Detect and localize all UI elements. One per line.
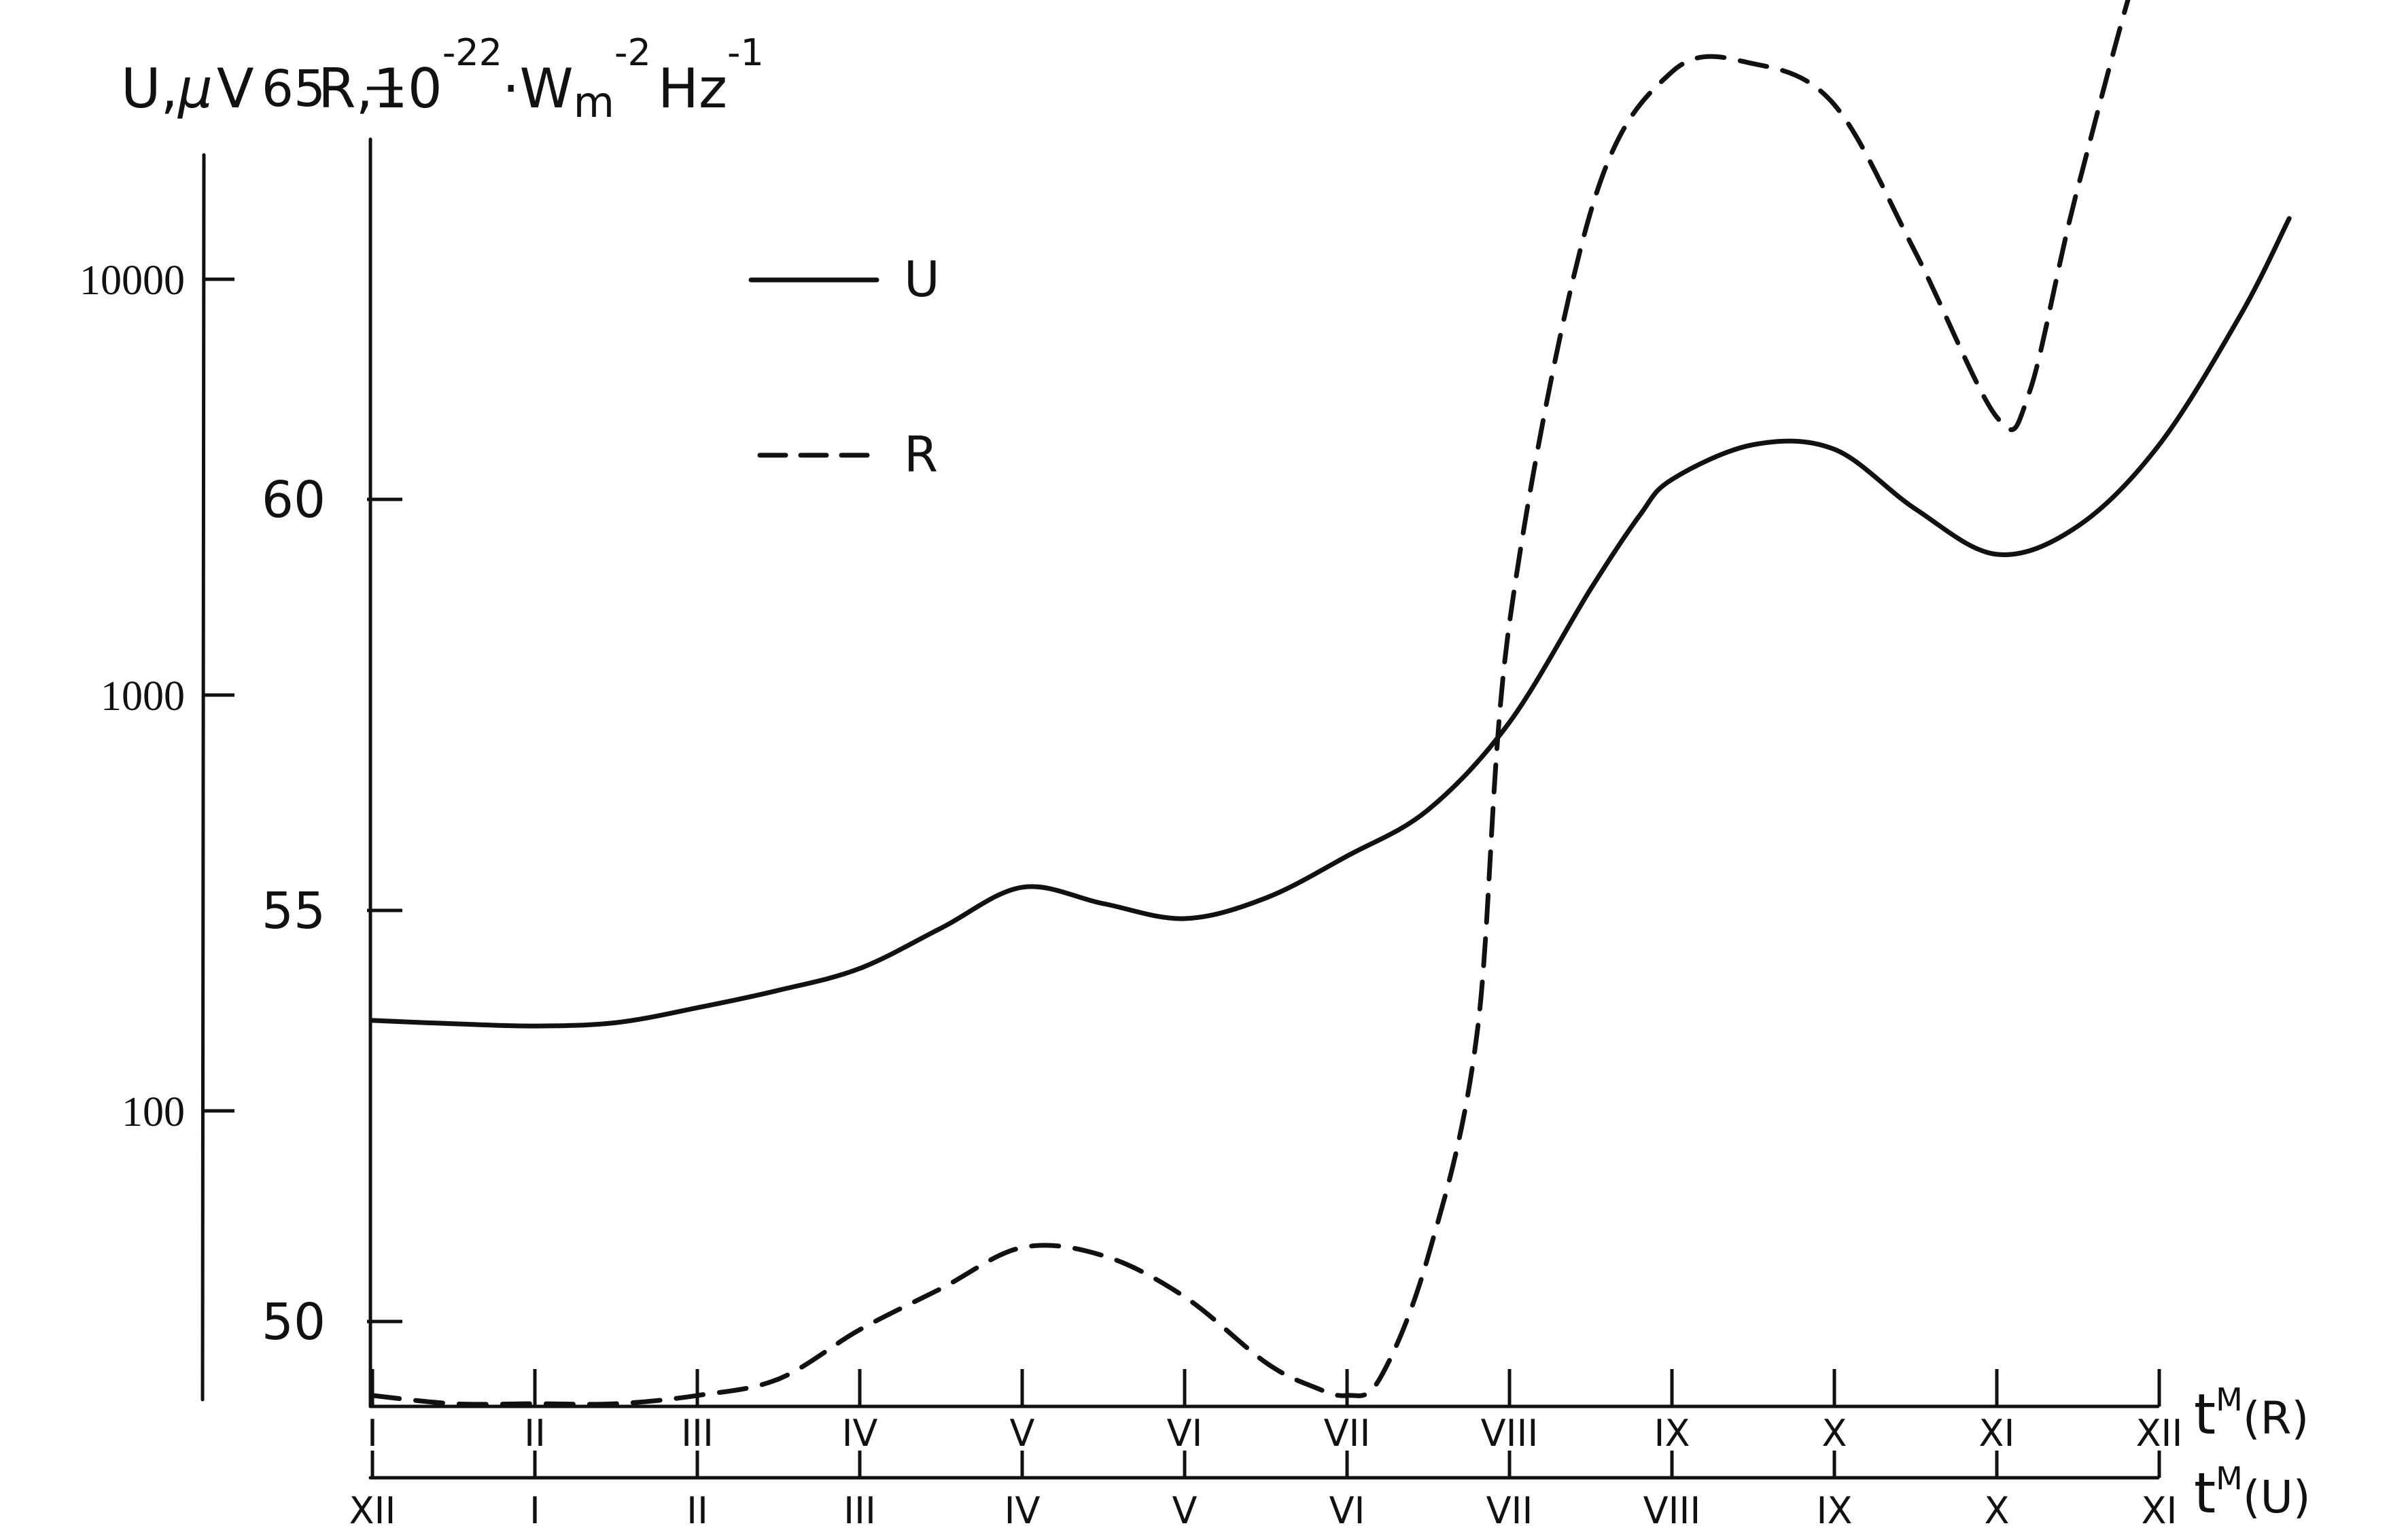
- x-axis-r-tick-label: III: [681, 1412, 714, 1455]
- r-axis-tick-label: 60: [262, 471, 326, 529]
- x-axis-r: I II III IV V VI VII VIII IX X XI XII: [367, 1369, 2182, 1455]
- series-layer: [370, 0, 2292, 1407]
- x-axis-u-tick-label: VII: [1486, 1489, 1533, 1526]
- u-axis: 100 1000 10000: [80, 153, 234, 1402]
- legend-label-r: R: [904, 426, 938, 483]
- x-axis-r-tick-label: XII: [2136, 1412, 2183, 1455]
- series-u-line: [370, 216, 2292, 1029]
- x-axis-r-tick-label: X: [1822, 1412, 1847, 1455]
- x-axis-u-tick-label: VIII: [1643, 1489, 1701, 1526]
- r-axis: 505560657075: [262, 60, 402, 1408]
- x-axis-u-label: tM(U): [2194, 1460, 2311, 1526]
- x-axis-r-label: tM(R): [2194, 1381, 2309, 1447]
- x-axis-r-tick-label: II: [524, 1412, 546, 1455]
- x-axis-r-tick-label: VIII: [1481, 1412, 1539, 1455]
- u-axis-tick-label: 100: [122, 1089, 185, 1135]
- x-axis-u-tick-label: V: [1172, 1489, 1198, 1526]
- x-axis-u: XII I II III IV V VI VII VIII IX X XI: [349, 1451, 2178, 1526]
- x-axis-r-tick-label: VI: [1167, 1412, 1203, 1455]
- x-axis-r-tick-label: XI: [1979, 1412, 2015, 1455]
- r-axis-tick-label: 50: [262, 1293, 326, 1351]
- x-axis-u-tick-label: II: [686, 1489, 708, 1526]
- x-axis-u-tick-label: XI: [2142, 1489, 2178, 1526]
- u-axis-tick-label: 10000: [80, 258, 185, 304]
- x-axis-r-tick-label: V: [1010, 1412, 1035, 1455]
- x-axis-u-tick-label: III: [843, 1489, 876, 1526]
- x-axis-u-tick-label: VI: [1329, 1489, 1365, 1526]
- x-axis-u-tick-label: IV: [1005, 1489, 1041, 1526]
- r-axis-tick-label: 65: [262, 60, 326, 118]
- x-axis-r-tick-label: IV: [842, 1412, 878, 1455]
- x-axis-r-tick-label: I: [367, 1412, 378, 1455]
- u-axis-line: [200, 153, 206, 1402]
- r-axis-title: R,10-22·Wm-2Hz-1: [318, 31, 764, 127]
- legend: U R: [748, 251, 940, 483]
- u-axis-title: U,μV: [121, 57, 254, 120]
- x-axis-u-tick-label: IX: [1817, 1489, 1853, 1526]
- u-axis-tick-label: 1000: [101, 673, 185, 720]
- x-axis-u-tick-label: XII: [349, 1489, 396, 1526]
- x-axis-r-tick-label: VII: [1324, 1412, 1371, 1455]
- r-axis-tick-label: 55: [262, 882, 326, 940]
- legend-label-u: U: [904, 251, 940, 308]
- x-axis-u-tick-label: I: [529, 1489, 540, 1526]
- x-axis-u-tick-label: X: [1985, 1489, 2010, 1526]
- x-axis-r-tick-label: IX: [1654, 1412, 1690, 1455]
- series-r-line: [370, 0, 2131, 1407]
